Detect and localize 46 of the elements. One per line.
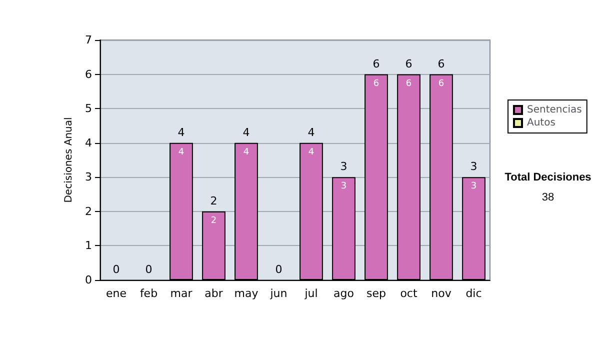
total-label: 0 — [275, 263, 282, 276]
data-label: 2 — [210, 216, 217, 226]
x-tick-label: oct — [400, 287, 418, 300]
data-label: 6 — [406, 78, 412, 89]
total-label: 6 — [372, 57, 380, 70]
x-tick-label: ago — [334, 287, 354, 300]
x-tick-label: sep — [366, 287, 386, 300]
total-label: 6 — [405, 57, 412, 70]
data-label: 4 — [308, 147, 314, 158]
data-label: 3 — [470, 182, 477, 192]
x-tick-label: jun — [269, 287, 288, 300]
y-tick-label: 4 — [85, 136, 92, 150]
total-label: 0 — [112, 263, 120, 276]
data-label: 6 — [373, 78, 380, 89]
text: Total Decisiones — [504, 172, 592, 184]
text: 38 — [542, 192, 554, 204]
total-label: 4 — [308, 126, 315, 139]
legend-label: Autos — [527, 118, 556, 128]
x-tick-label: dic — [466, 287, 482, 300]
data-label: 3 — [340, 182, 347, 192]
y-tick-label: 3 — [85, 170, 92, 184]
total-label: 6 — [438, 57, 445, 70]
data-label: 4 — [178, 147, 184, 158]
y-tick-label: 0 — [85, 274, 92, 286]
y-axis-title: Decisiones Anual — [64, 117, 75, 203]
legend-label: Sentencias — [527, 104, 582, 116]
x-tick-label: feb — [140, 287, 158, 300]
total-label: 0 — [145, 263, 152, 276]
y-tick-label: 1 — [85, 239, 92, 252]
x-tick-label: may — [234, 287, 259, 300]
total-label: 4 — [178, 126, 185, 139]
y-tick-label: 5 — [85, 102, 92, 116]
total-label: 3 — [470, 160, 478, 174]
total-label: 3 — [340, 160, 348, 174]
total-label: 2 — [210, 194, 218, 208]
x-tick-label: jul — [304, 287, 318, 300]
total-label: 4 — [242, 126, 250, 139]
y-tick-label: 7 — [85, 34, 92, 46]
x-tick-label: abr — [204, 287, 224, 300]
x-tick-label: nov — [431, 287, 452, 300]
x-tick-label: ene — [106, 287, 127, 300]
y-tick-label: 6 — [85, 68, 92, 81]
data-label: 4 — [243, 147, 250, 158]
data-label: 6 — [438, 78, 444, 89]
x-tick-label: mar — [170, 287, 193, 300]
y-tick-label: 2 — [85, 204, 92, 218]
